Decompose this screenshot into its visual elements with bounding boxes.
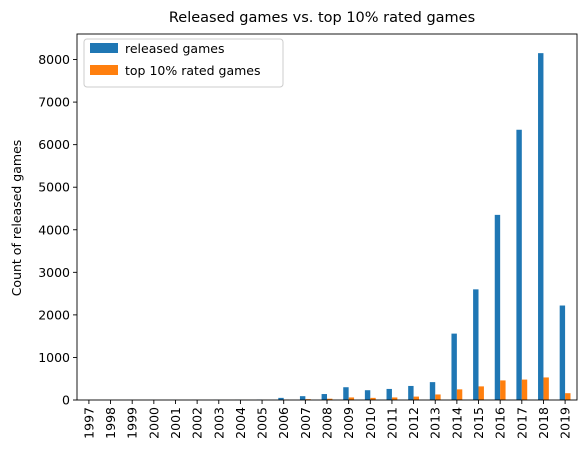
plot-frame — [76, 33, 578, 401]
y-tick-label: 5000 — [38, 180, 70, 195]
bar-released-2015 — [473, 289, 479, 400]
y-tick-label: 6000 — [38, 137, 70, 152]
x-tick-label: 2003 — [211, 407, 226, 439]
x-tick-label: 2004 — [233, 407, 248, 439]
bar-released-2006 — [278, 397, 284, 400]
y-tick-label: 4000 — [38, 222, 70, 237]
bar-top-rated-2017 — [521, 379, 528, 400]
x-tick-label: 2013 — [428, 407, 443, 439]
x-tick-label: 2012 — [406, 407, 421, 439]
bar-top-rated-2015 — [478, 386, 484, 400]
x-tick-label: 2005 — [255, 407, 270, 439]
bar-released-2011 — [386, 388, 392, 400]
bar-top-rated-2011 — [391, 397, 398, 400]
bar-released-2012 — [408, 385, 414, 400]
bar-released-2010 — [364, 390, 371, 400]
x-tick-label: 2010 — [363, 407, 378, 439]
legend: released games top 10% rated games — [83, 38, 284, 88]
y-tick-label: 2000 — [38, 307, 70, 322]
bar-top-rated-2019 — [565, 393, 571, 400]
bar-top-rated-2014 — [456, 389, 463, 400]
x-tick-label: 2006 — [276, 407, 291, 439]
x-tick-label: 2001 — [168, 407, 183, 439]
x-tick-label: 1999 — [125, 407, 140, 439]
x-axis-ticks: 1997 1998 1999 2000 2001 2002 2003 2004 2005 2006… — [81, 400, 573, 439]
x-tick-label: 2017 — [514, 407, 529, 439]
bar-released-2019 — [559, 305, 566, 400]
bars — [83, 53, 571, 401]
bar-released-2017 — [516, 129, 522, 401]
y-tick-label: 7000 — [38, 95, 70, 110]
bar-released-2014 — [451, 333, 457, 400]
bar-released-2013 — [429, 382, 436, 400]
y-tick-label: 8000 — [38, 52, 70, 67]
y-tick-label: 0 — [62, 393, 70, 408]
y-axis-ticks: 0 1000 2000 3000 4000 5000 6000 7000 8000 — [38, 52, 77, 408]
x-tick-label: 2008 — [320, 407, 335, 439]
bar-top-rated-2008 — [327, 398, 333, 400]
legend-box — [83, 38, 284, 88]
y-axis-label: Count of released games — [9, 140, 24, 297]
x-tick-label: 2018 — [536, 407, 551, 439]
bar-top-rated-2012 — [413, 396, 419, 400]
x-tick-label: 1998 — [103, 407, 118, 439]
x-tick-label: 1997 — [81, 407, 96, 439]
bar-top-rated-2016 — [500, 380, 506, 400]
legend-swatch-released — [90, 43, 118, 53]
legend-label-top-rated: top 10% rated games — [125, 63, 261, 78]
bar-released-2016 — [494, 214, 501, 400]
bar-top-rated-2013 — [435, 394, 441, 400]
x-tick-label: 2007 — [298, 407, 313, 439]
bar-top-rated-2018 — [543, 377, 549, 400]
x-tick-label: 2016 — [493, 407, 508, 439]
bar-top-rated-2009 — [348, 397, 355, 400]
x-tick-label: 2002 — [190, 407, 205, 439]
x-tick-label: 2015 — [471, 407, 486, 439]
y-tick-label: 3000 — [38, 265, 70, 280]
x-tick-label: 2009 — [341, 407, 356, 439]
bar-released-2008 — [321, 394, 327, 400]
y-tick-label: 1000 — [38, 350, 70, 365]
x-tick-label: 2019 — [558, 407, 573, 439]
legend-label-released: released games — [125, 41, 224, 56]
bar-released-2007 — [299, 396, 306, 400]
x-tick-label: 2000 — [146, 407, 161, 439]
bar-released-2018 — [538, 53, 544, 401]
x-tick-label: 2011 — [384, 407, 399, 439]
chart-title: Released games vs. top 10% rated games — [169, 10, 475, 26]
bar-released-2009 — [343, 387, 349, 400]
bar-top-rated-2010 — [370, 397, 376, 400]
x-tick-label: 2014 — [449, 407, 464, 439]
legend-swatch-top-rated — [90, 65, 118, 75]
